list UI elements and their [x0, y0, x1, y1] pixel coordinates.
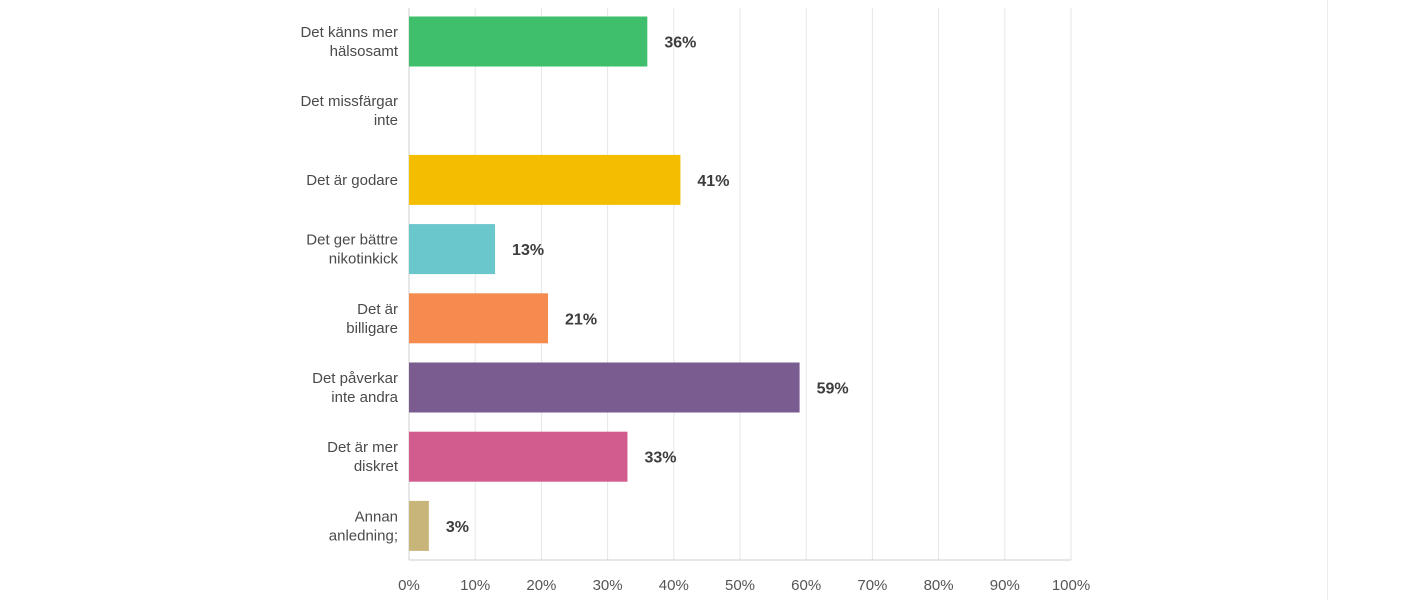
x-tick-label: 30% — [593, 577, 623, 594]
x-tick-label: 50% — [725, 577, 755, 594]
bar — [409, 500, 429, 551]
bar — [409, 224, 496, 275]
labels-group: Det känns mer hälsosamt 36% Det missfärgar i… — [300, 24, 848, 544]
data-label: 59% — [817, 381, 849, 398]
category-label: Annan anledning; — [329, 508, 398, 544]
data-label: 41% — [697, 173, 729, 190]
category-label: Det är godare — [306, 172, 398, 189]
category-label: Det känns mer hälsosamt — [300, 24, 398, 60]
bar — [409, 362, 800, 413]
bar — [409, 431, 628, 482]
bar — [409, 154, 681, 205]
x-tick-label: 20% — [526, 577, 556, 594]
x-tick-label: 80% — [924, 577, 954, 594]
x-axis: 0% 10% 20% 30% 40% 50% 60% 70% 80% 90% 100% — [398, 559, 1090, 594]
category-label: Det ger bättre nikotinkick — [306, 232, 398, 268]
x-tick-label: 60% — [791, 577, 821, 594]
bar — [409, 293, 549, 344]
bar — [409, 16, 648, 67]
category-label: Det påverkar inte andra — [312, 370, 399, 406]
x-tick-label: 0% — [398, 577, 420, 594]
bars-group — [409, 16, 800, 551]
data-label: 33% — [644, 450, 676, 467]
x-tick-label: 70% — [857, 577, 887, 594]
data-label: 3% — [446, 519, 469, 536]
x-tick-label: 100% — [1052, 577, 1090, 594]
category-label: Det missfärgar inte — [300, 93, 398, 129]
x-tick-label: 10% — [460, 577, 490, 594]
category-label: Det är mer diskret — [327, 439, 399, 475]
right-divider — [1327, 0, 1328, 600]
x-tick-label: 90% — [990, 577, 1020, 594]
data-label: 21% — [565, 311, 597, 328]
data-label: 13% — [512, 242, 544, 259]
x-tick-label: 40% — [659, 577, 689, 594]
data-label: 36% — [664, 35, 696, 52]
category-label: Det är billigare — [346, 301, 398, 337]
